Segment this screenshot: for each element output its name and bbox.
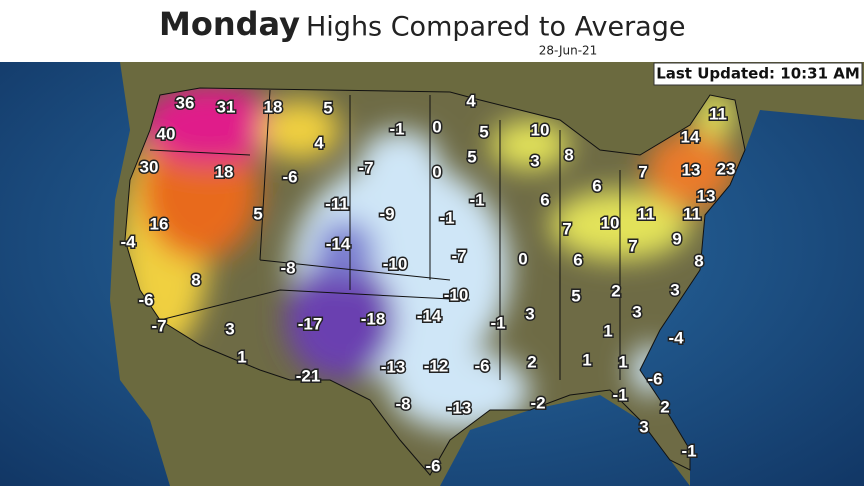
temp-anomaly-label: 18 [215,162,234,181]
temp-anomaly-label: 9 [672,229,681,248]
temp-anomaly-label: 31 [217,97,236,116]
temp-anomaly-label: 2 [660,397,669,416]
temp-anomaly-label: 5 [253,204,262,223]
temp-anomaly-label: -10 [444,285,469,304]
temp-anomaly-label: 14 [681,127,700,146]
temp-anomaly-label: 18 [264,97,283,116]
temp-anomaly-label: -8 [395,394,410,413]
title-day: Monday [159,5,300,43]
state-borders [124,87,746,476]
temp-anomaly-label: 8 [694,251,703,270]
temp-anomaly-label: 4 [314,133,324,152]
temp-anomaly-label: 1 [582,350,591,369]
temp-anomaly-label: 36 [176,93,195,112]
temp-anomaly-label: -13 [381,357,406,376]
temp-anomaly-label: -11 [325,194,349,213]
temp-anomaly-label: -4 [668,328,684,347]
temp-anomaly-label: -7 [151,316,166,335]
temp-anomaly-label: 11 [709,104,727,123]
temp-anomaly-label: -1 [469,190,484,209]
title: Highs Compared to Average [306,12,685,43]
temp-anomaly-label: 0 [432,117,441,136]
last-updated: Last Updated: 10:31 AM [656,65,860,83]
temp-anomaly-label: 11 [637,204,655,223]
temp-anomaly-label: 40 [157,124,176,143]
temp-anomaly-label: -7 [451,246,466,265]
temp-anomaly-label: -9 [379,204,394,223]
temp-anomaly-label: 6 [592,176,601,195]
temp-anomaly-label: -17 [298,314,323,333]
temp-anomaly-label: 3 [639,417,648,436]
updated-box [653,62,863,86]
temp-anomaly-label: -2 [530,393,545,412]
header-band [0,0,864,62]
temp-anomaly-label: -18 [361,309,386,328]
temp-anomaly-label: 5 [479,122,488,141]
temp-anomaly-label: -6 [282,167,297,186]
temp-anomaly-label: -4 [120,232,136,251]
temp-anomaly-label: -10 [383,254,408,273]
temp-anomaly-label: -8 [280,258,295,277]
temp-anomaly-label: -14 [417,306,442,325]
temp-anomaly-label: -6 [425,456,440,475]
temp-anomaly-label: 0 [432,162,441,181]
temp-anomaly-label: 6 [540,190,549,209]
date: 28-Jun-21 [539,44,598,58]
temp-anomaly-label: -1 [389,119,404,138]
temp-anomaly-label: 7 [562,219,571,238]
temp-anomaly-label: -14 [326,234,351,253]
temp-anomaly-label: 7 [628,236,637,255]
temp-anomaly-label: 3 [225,319,234,338]
temp-anomaly-label: -12 [424,356,449,375]
temp-anomaly-label: 13 [697,186,716,205]
temp-anomaly-label: -13 [447,398,472,417]
temp-anomaly-label: 11 [683,204,701,223]
temp-anomaly-label: 10 [531,120,550,139]
temp-anomaly-label: 0 [518,249,527,268]
temp-anomaly-label: -6 [138,290,153,309]
temp-anomaly-label: 5 [571,286,580,305]
temp-anomaly-label: 1 [237,347,246,366]
temp-anomaly-label: 8 [564,145,573,164]
temp-anomaly-label: -7 [358,158,373,177]
temp-anomaly-label: 23 [717,159,736,178]
temp-anomaly-label: 1 [618,352,627,371]
temp-anomaly-label: 2 [527,352,536,371]
temp-anomaly-label: 1 [603,321,612,340]
temp-anomaly-label: 3 [632,302,641,321]
temp-anomaly-label: 5 [323,98,332,117]
temp-anomaly-label: 6 [573,250,582,269]
temp-anomaly-label: 3 [670,280,679,299]
temp-anomaly-label: -6 [647,369,662,388]
temp-anomaly-label: -6 [474,356,489,375]
temp-anomaly-label: 7 [638,162,647,181]
temp-anomaly-label: 16 [150,214,169,233]
temp-anomaly-label: 13 [682,160,701,179]
temp-anomaly-label: -1 [681,441,696,460]
temp-anomaly-label: 10 [601,213,620,232]
temp-anomaly-label: 30 [140,157,159,176]
temp-anomaly-label: -1 [490,313,505,332]
temp-anomaly-label: 5 [467,147,476,166]
temp-anomaly-label: 4 [466,91,476,110]
temp-anomaly-label: 3 [525,304,534,323]
temp-anomaly-label: 2 [611,281,620,300]
temp-anomaly-label: -21 [296,366,321,385]
temp-anomaly-label: -1 [612,385,627,404]
temp-anomaly-label: -1 [439,208,454,227]
temp-anomaly-label: 8 [191,270,200,289]
temp-anomaly-label: 3 [530,151,539,170]
